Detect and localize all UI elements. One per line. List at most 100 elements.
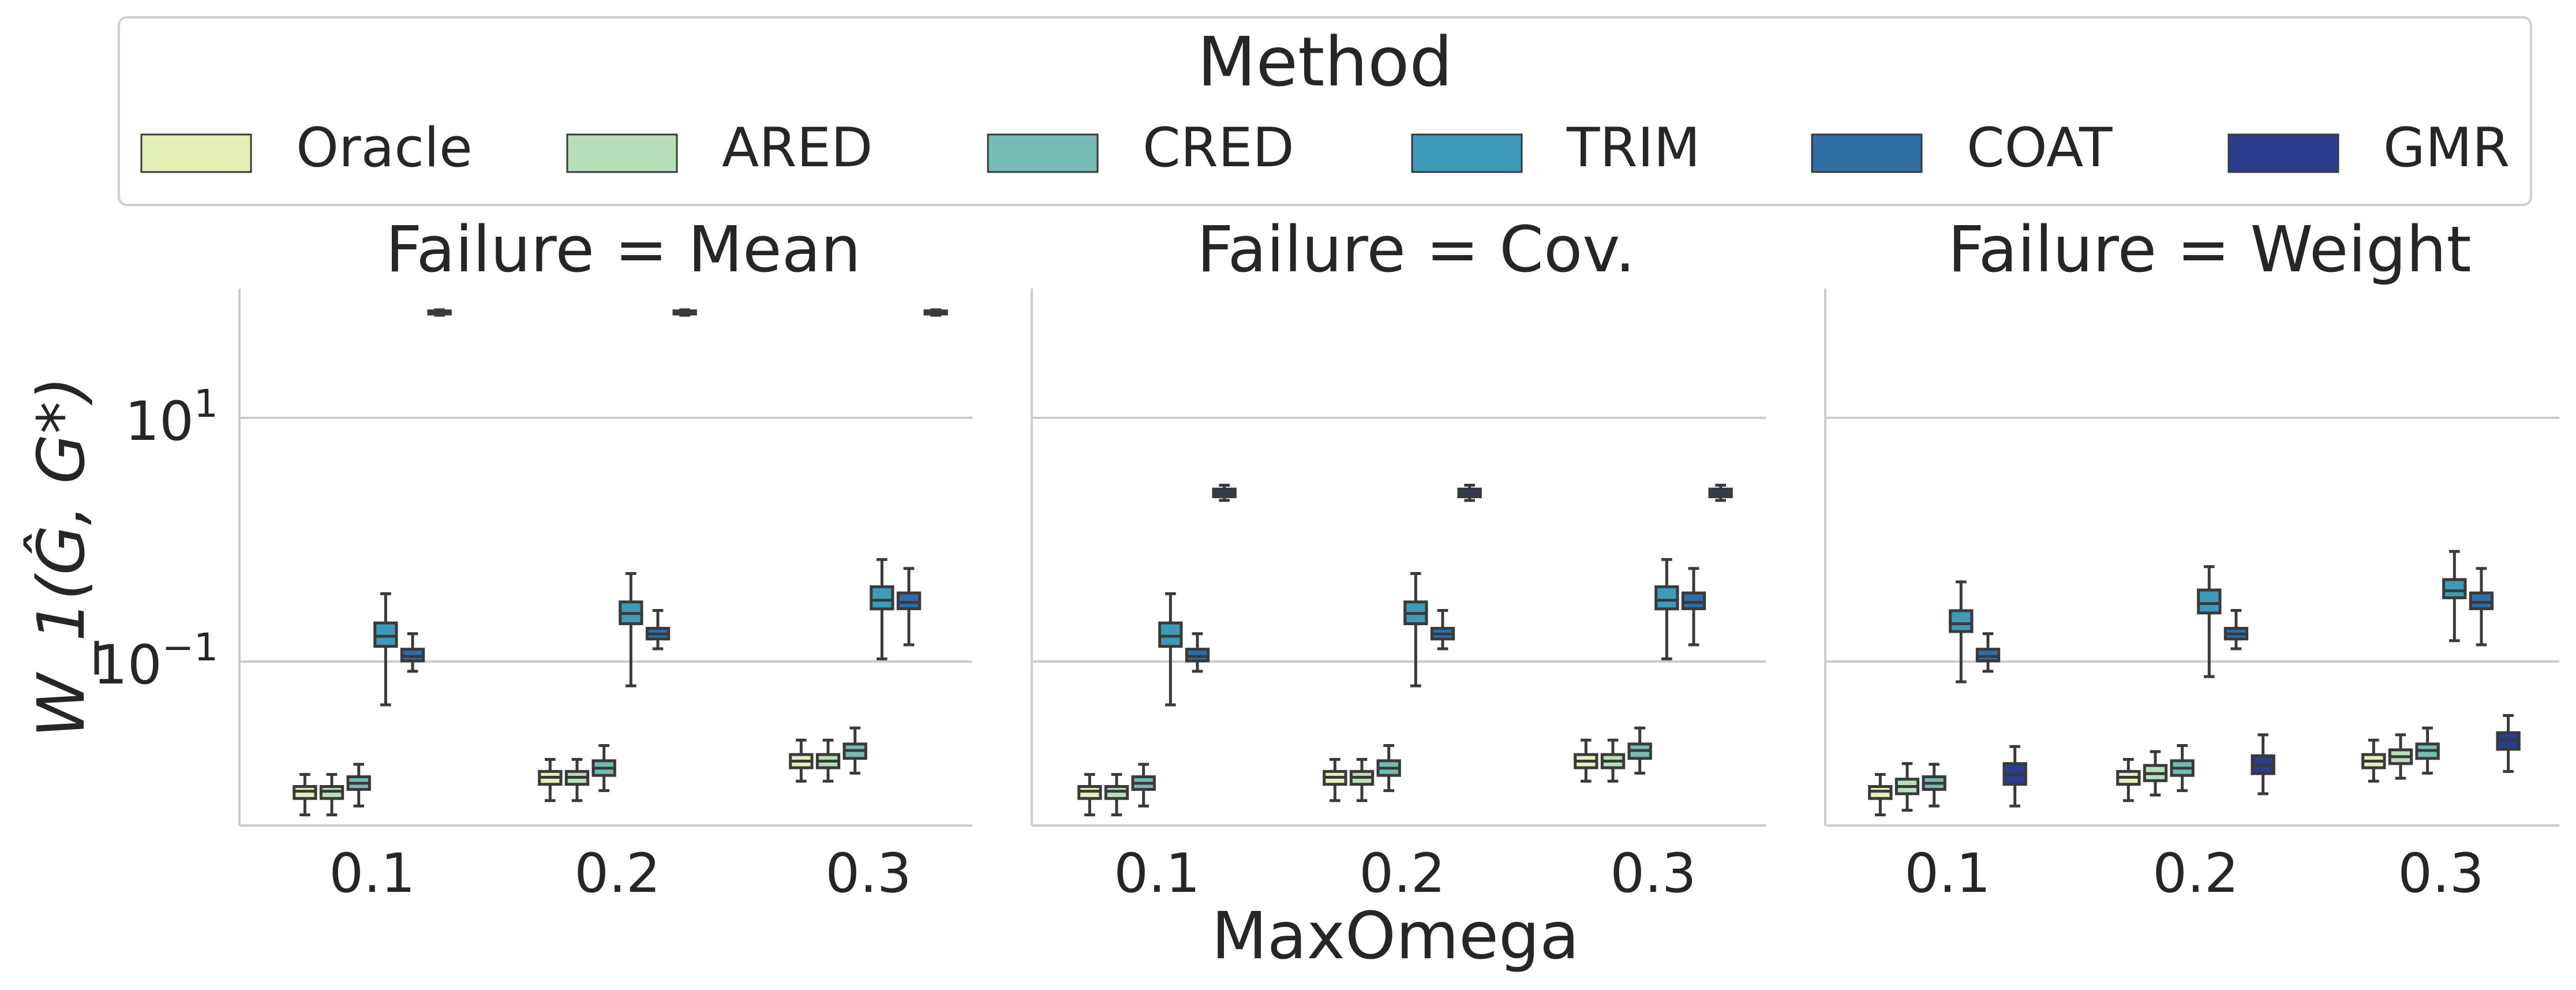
box-body — [870, 585, 894, 611]
box-gmr-0.2 — [2251, 733, 2275, 795]
legend-swatch-gmr — [2227, 133, 2339, 173]
panel-title: Failure = Mean — [385, 212, 861, 286]
box-coat-0.2 — [1430, 609, 1455, 651]
box-trim-0.2 — [1403, 572, 1428, 688]
box-gmr-0.1 — [427, 308, 452, 317]
x-tick-label: 0.3 — [2398, 842, 2484, 905]
box-oracle-0.3 — [789, 738, 814, 783]
y-tick-label: 10−1 — [93, 625, 218, 697]
x-tick-label: 0.2 — [574, 842, 661, 905]
box-cred-0.1 — [346, 763, 371, 808]
box-body — [1949, 609, 1974, 633]
legend-title: Method — [1197, 22, 1453, 102]
box-trim-0.2 — [2197, 565, 2222, 678]
x-tick-label: 0.3 — [1610, 842, 1697, 905]
box-gmr-0.3 — [2496, 713, 2521, 773]
box-coat-0.3 — [2469, 567, 2494, 647]
box-gmr-0.2 — [672, 308, 697, 317]
box-ared-0.2 — [564, 757, 590, 802]
box-body — [2469, 591, 2494, 610]
box-ared-0.3 — [1600, 738, 1626, 783]
box-gmr-0.1 — [1212, 483, 1237, 502]
box-body — [1681, 591, 1706, 610]
panel-2: Failure = Cov. 0.1 0.2 0.3 — [1031, 212, 1766, 905]
legend-swatch-cred — [987, 133, 1099, 173]
box-cred-0.2 — [591, 744, 616, 793]
box-cred-0.1 — [1131, 763, 1156, 808]
box-coat-0.3 — [896, 567, 922, 647]
legend-swatch-coat — [1811, 133, 1923, 173]
box-trim-0.2 — [619, 572, 643, 688]
legend-label-cred: CRED — [1143, 117, 1294, 180]
box-oracle-0.2 — [2116, 757, 2141, 802]
box-oracle-0.1 — [1868, 773, 1893, 817]
box-coat-0.2 — [645, 609, 671, 651]
legend-swatch-oracle — [140, 133, 252, 173]
y-axis-label: W_1(Ĝ, G*) — [24, 376, 99, 738]
legend: Method Oracle ARED CRED TRIM COAT GMR — [118, 16, 2532, 206]
box-gmr-0.3 — [923, 308, 948, 317]
box-trim-0.1 — [1949, 580, 1974, 683]
legend-swatch-trim — [1411, 133, 1523, 173]
panel-title: Failure = Cov. — [1197, 212, 1635, 286]
legend-label-trim: TRIM — [1566, 117, 1701, 180]
x-tick-label: 0.1 — [1904, 842, 1991, 905]
panel-1: Failure = Mean 0.1 0.2 0.3 — [238, 212, 972, 905]
box-body — [2442, 578, 2467, 600]
box-cred-0.3 — [1627, 726, 1652, 775]
legend-label-coat: COAT — [1967, 117, 2113, 180]
box-ared-0.3 — [2388, 733, 2413, 780]
panel-title: Failure = Weight — [1948, 212, 2471, 286]
box-oracle-0.3 — [1574, 738, 1598, 783]
box-ared-0.1 — [1104, 773, 1129, 817]
y-tick-exponent: 1 — [194, 382, 218, 426]
box-coat-0.3 — [1681, 567, 1706, 647]
box-body — [373, 621, 398, 648]
box-trim-0.3 — [1654, 558, 1679, 660]
box-gmr-0.1 — [2002, 745, 2027, 808]
box-trim-0.3 — [870, 558, 894, 660]
box-ared-0.3 — [815, 738, 841, 783]
y-tick-base: 10 — [125, 390, 194, 453]
x-tick-label: 0.1 — [329, 842, 415, 905]
panel-3: Failure = Weight 0.1 0.2 0.3 — [1824, 212, 2559, 905]
box-oracle-0.1 — [293, 773, 317, 817]
y-tick-label: 101 — [125, 382, 218, 453]
box-oracle-0.2 — [1323, 757, 1347, 802]
x-axis-label: MaxOmega — [1211, 899, 1579, 974]
box-coat-0.2 — [2223, 609, 2249, 651]
box-oracle-0.3 — [2361, 738, 2386, 783]
box-trim-0.1 — [1158, 592, 1183, 707]
box-oracle-0.1 — [1077, 773, 1102, 817]
legend-frame — [118, 16, 2532, 206]
box-cred-0.3 — [2415, 726, 2440, 775]
box-ared-0.1 — [319, 773, 345, 817]
box-body — [2197, 588, 2222, 615]
x-tick-label: 0.2 — [1359, 842, 1446, 905]
box-coat-0.1 — [1975, 632, 2001, 673]
legend-label-oracle: Oracle — [296, 117, 473, 180]
box-body — [896, 591, 922, 610]
box-gmr-0.2 — [1457, 483, 1482, 502]
box-coat-0.1 — [400, 632, 425, 673]
y-tick-base: 10 — [93, 634, 162, 697]
box-body — [1654, 585, 1679, 611]
box-cred-0.3 — [843, 726, 867, 775]
box-body — [1158, 621, 1183, 648]
box-cred-0.1 — [1922, 763, 1946, 808]
box-ared-0.2 — [1349, 757, 1375, 802]
box-oracle-0.2 — [538, 757, 563, 802]
box-trim-0.3 — [2442, 550, 2467, 642]
legend-label-gmr: GMR — [2383, 117, 2510, 180]
box-gmr-0.3 — [1708, 483, 1733, 502]
box-coat-0.1 — [1185, 632, 1210, 673]
box-ared-0.1 — [1894, 762, 1920, 812]
x-tick-label: 0.3 — [825, 842, 912, 905]
legend-swatch-ared — [566, 133, 678, 173]
x-tick-label: 0.2 — [2152, 842, 2239, 905]
box-trim-0.1 — [373, 592, 398, 707]
y-tick-exponent: −1 — [162, 625, 218, 670]
x-tick-label: 0.1 — [1114, 842, 1200, 905]
